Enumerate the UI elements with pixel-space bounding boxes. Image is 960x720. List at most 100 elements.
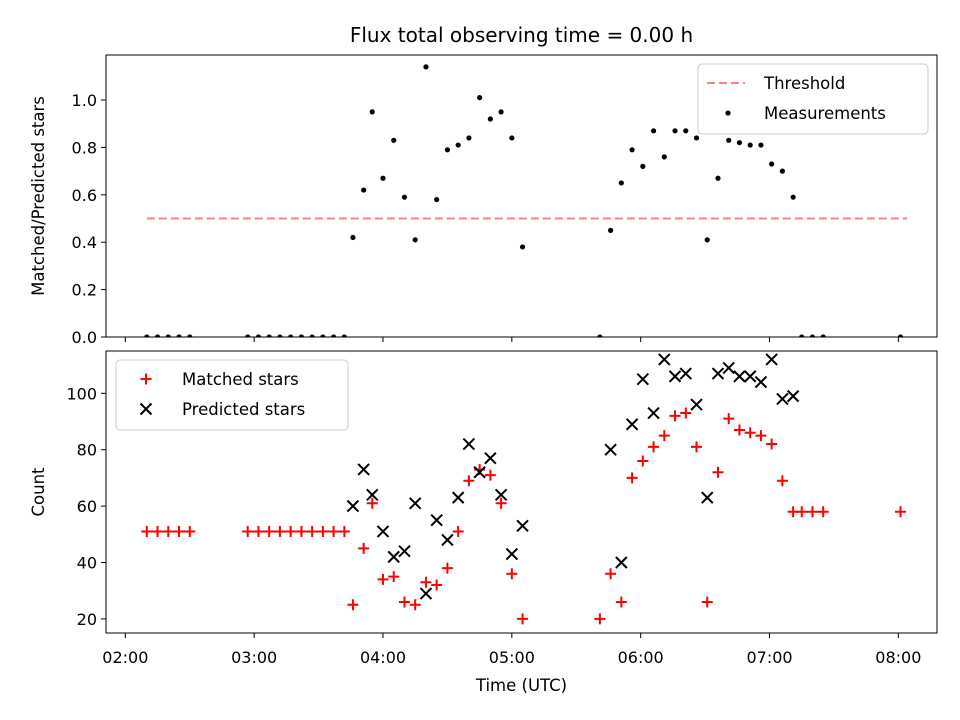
matched-star-point	[420, 576, 432, 588]
matched-star-point	[691, 441, 703, 453]
matched-star-point	[306, 525, 318, 537]
predicted-star-point	[441, 533, 454, 547]
matched-star-point	[680, 407, 692, 419]
plot-area	[141, 353, 906, 625]
matched-star-point	[358, 542, 370, 554]
measurement-point	[769, 161, 775, 167]
predicted-star-point	[398, 545, 411, 558]
matched-star-point	[242, 525, 254, 537]
predicted-star-point	[376, 525, 390, 538]
y-tick-label: 60	[77, 497, 97, 516]
matched-star-point	[701, 596, 713, 608]
predicted-star-point	[786, 389, 800, 403]
x-tick-label: 04:00	[360, 648, 406, 667]
measurement-point	[758, 142, 764, 148]
x-tick-label: 07:00	[746, 648, 792, 667]
measurement-point	[412, 237, 418, 243]
matched-star-point	[173, 525, 185, 537]
matched-star-point	[285, 525, 297, 537]
matched-star-point	[295, 525, 307, 537]
measurement-point	[509, 135, 515, 141]
measurement-point	[726, 137, 732, 143]
predicted-star-point	[701, 491, 714, 504]
measurement-point	[629, 147, 635, 153]
predicted-star-point	[505, 547, 519, 561]
matched-star-point	[347, 599, 359, 611]
matched-star-point	[484, 469, 496, 481]
predicted-star-point	[754, 375, 768, 389]
predicted-star-point	[733, 370, 746, 383]
measurement-point	[672, 128, 678, 134]
predicted-star-point	[473, 466, 486, 479]
matched-star-point	[615, 596, 627, 608]
measurement-point	[341, 334, 347, 337]
x-tick-label: 05:00	[489, 648, 535, 667]
predicted-star-point	[462, 437, 476, 451]
chart-title: Flux total observing time = 0.00 h	[350, 23, 693, 47]
matched-star-point	[796, 506, 808, 518]
predicted-star-point	[357, 463, 370, 476]
measurement-point	[519, 244, 526, 250]
measurement-point	[255, 334, 262, 337]
x-tick-label: 02:00	[102, 648, 148, 667]
predicted-star-point	[722, 361, 735, 375]
matched-star-point	[755, 430, 767, 442]
measurement-point	[650, 128, 657, 134]
measurement-point	[640, 163, 646, 169]
matched-star-point	[184, 525, 196, 537]
measurement-point	[266, 334, 272, 337]
legend-predicted-swatch	[139, 402, 153, 416]
measurement-point	[809, 334, 816, 337]
measurement-point	[245, 334, 251, 337]
y-tick-label: 0.8	[72, 138, 97, 157]
matched-star-point	[744, 427, 756, 439]
predicted-star-point	[451, 491, 465, 504]
y-tick-label: 0.6	[72, 186, 97, 205]
measurement-point	[597, 334, 603, 337]
measurement-point	[790, 194, 796, 200]
matched-star-point	[431, 579, 443, 591]
measurement-point	[477, 95, 483, 101]
measurement-point	[683, 128, 689, 134]
matched-star-point	[626, 472, 638, 484]
y-axis-label: Count	[29, 467, 48, 517]
matched-star-point	[605, 568, 617, 580]
measurement-point	[779, 168, 785, 174]
predicted-star-point	[658, 353, 671, 366]
matched-star-point	[377, 573, 389, 585]
measurement-point	[331, 334, 337, 337]
predicted-star-point	[419, 587, 433, 600]
matched-star-point	[274, 525, 286, 537]
predicted-star-point	[615, 556, 628, 569]
predicted-star-point	[743, 370, 757, 383]
matched-star-point	[409, 599, 421, 611]
plot-area	[144, 64, 907, 337]
predicted-star-point	[346, 499, 360, 513]
matched-star-point	[441, 562, 453, 574]
matched-star-point	[517, 613, 529, 625]
matched-star-point	[366, 497, 378, 509]
measurement-point	[320, 334, 326, 337]
measurement-point	[487, 116, 493, 122]
measurement-point	[736, 140, 743, 146]
matched-star-point	[776, 475, 788, 487]
legend-frame	[115, 359, 349, 431]
y-tick-label: 40	[77, 554, 97, 573]
measurement-point	[498, 109, 504, 115]
predicted-star-point	[409, 497, 422, 510]
matched-star-point	[669, 410, 681, 422]
matched-star-point	[594, 613, 606, 625]
matched-star-point	[252, 525, 264, 537]
measurement-point	[608, 227, 614, 233]
matched-star-point	[766, 438, 778, 450]
matched-star-point	[463, 475, 475, 487]
measurement-point	[298, 334, 305, 337]
legend-matched-swatch	[140, 373, 152, 385]
measurement-point	[176, 334, 182, 337]
matched-star-point	[388, 571, 400, 583]
measurement-point	[165, 334, 171, 337]
top-legend: Threshold Measurements	[697, 63, 929, 135]
measurement-point	[277, 334, 283, 337]
predicted-star-point	[690, 398, 703, 411]
